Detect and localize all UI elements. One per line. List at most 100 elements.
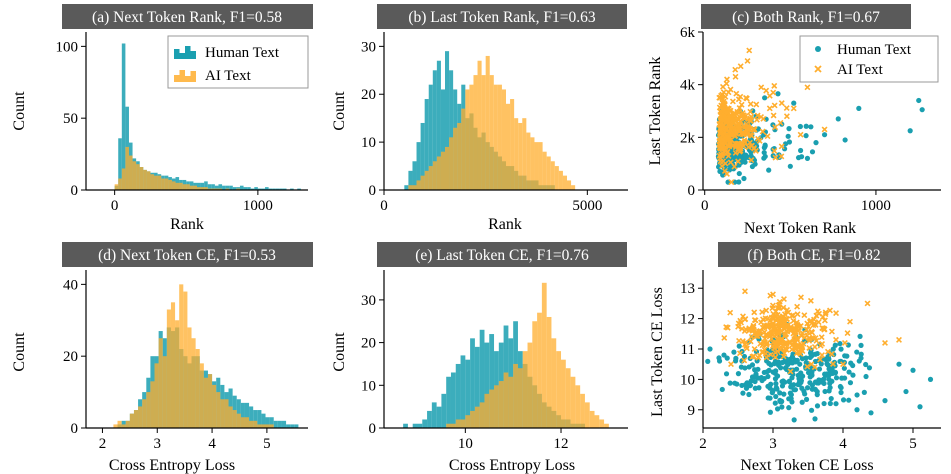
- human-point: [812, 358, 819, 365]
- human-point: [777, 390, 783, 396]
- ai-point: [717, 126, 724, 133]
- ai-point: [771, 147, 778, 154]
- ai-point: [772, 354, 779, 361]
- panel-title: (c) Both Rank, F1=0.67: [732, 9, 880, 26]
- human-point: [799, 399, 805, 405]
- human-point: [917, 404, 923, 410]
- ai-hist-bar: [436, 156, 441, 190]
- human-point: [780, 378, 786, 384]
- ai-hist-bar: [546, 156, 551, 190]
- human-point: [785, 133, 791, 139]
- ai-hist-bar: [513, 363, 518, 428]
- ai-point: [777, 346, 784, 353]
- ai-point: [783, 331, 790, 338]
- ai-point: [819, 313, 826, 320]
- ai-point: [799, 330, 806, 336]
- panel-both-ce: (f) Both CE, F1=0.82 Next Token CE Loss …: [649, 242, 941, 474]
- plot-marks: [403, 282, 609, 428]
- ai-point: [763, 307, 770, 314]
- ai-point: [721, 100, 728, 107]
- ai-hist-bar: [191, 338, 196, 428]
- panel-next-token-rank: (a) Next Token Rank, F1=0.58 Rank Count …: [11, 4, 313, 233]
- plot-marks: [113, 284, 299, 428]
- x-tick-label: 5: [909, 436, 917, 452]
- ai-hist-bar: [424, 170, 429, 190]
- ai-hist-bar: [158, 338, 163, 428]
- ai-point: [727, 159, 734, 166]
- x-tick-label: 3: [769, 436, 777, 452]
- panel-title: (b) Last Token Rank, F1=0.63: [408, 9, 596, 26]
- ai-point: [764, 322, 771, 329]
- human-point: [739, 382, 745, 389]
- ai-hist-bar: [580, 393, 585, 428]
- ai-point: [732, 117, 739, 124]
- ai-point: [896, 336, 902, 343]
- human-point: [786, 396, 792, 402]
- human-hist-bar: [412, 161, 417, 190]
- ai-hist-bar: [501, 89, 506, 190]
- human-hist-bar: [214, 185, 219, 190]
- ai-point: [737, 63, 744, 70]
- human-point: [822, 388, 828, 395]
- human-hist-bar: [286, 424, 291, 428]
- plot-marks: [715, 47, 925, 186]
- ai-hist-bar: [214, 188, 219, 190]
- ai-hist-bar: [408, 185, 413, 190]
- ai-point: [763, 354, 770, 361]
- human-hist-bar: [244, 402, 250, 428]
- human-hist-bar: [422, 419, 428, 428]
- ai-hist-bar: [162, 356, 167, 428]
- human-point: [828, 395, 834, 402]
- human-hist-bar: [257, 188, 262, 190]
- ai-hist-bar: [113, 424, 118, 428]
- human-point: [778, 398, 785, 404]
- human-hist-bar: [294, 424, 299, 428]
- ai-point: [716, 122, 723, 129]
- ai-hist-bar: [136, 164, 140, 190]
- x-tick-label: 5000: [572, 198, 602, 214]
- human-point: [807, 350, 814, 356]
- human-point: [770, 369, 776, 375]
- ai-point: [821, 317, 828, 324]
- ai-hist-bar: [534, 142, 539, 190]
- y-axis-label: Last Token Rank: [647, 57, 664, 166]
- y-tick-label: 12: [680, 312, 695, 328]
- axes: 10 12 0 10 20 30: [361, 270, 628, 452]
- y-tick-label: 10: [361, 135, 376, 151]
- human-point: [727, 380, 733, 386]
- human-point: [802, 391, 808, 397]
- ai-point: [759, 324, 766, 331]
- human-hist-bar: [275, 188, 280, 190]
- human-point: [746, 391, 752, 398]
- human-point: [796, 381, 802, 388]
- ai-point: [751, 309, 758, 316]
- ai-point: [777, 119, 784, 126]
- x-axis-label: Rank: [488, 216, 522, 233]
- ai-hist-bar: [485, 55, 490, 190]
- ai-point: [732, 149, 739, 156]
- ai-hist-bar: [125, 420, 130, 428]
- human-point: [773, 393, 779, 400]
- ai-point: [768, 335, 775, 342]
- ai-point: [748, 333, 755, 340]
- ai-point: [774, 336, 781, 343]
- ai-point: [815, 319, 822, 326]
- ai-hist-bar: [121, 168, 126, 190]
- human-hist-bar: [229, 185, 233, 190]
- ai-hist-bar: [114, 184, 119, 190]
- human-point: [769, 390, 775, 396]
- ai-hist-bar: [189, 185, 194, 190]
- ai-point: [757, 328, 764, 334]
- ai-hist-bar: [249, 420, 254, 428]
- ai-point: [753, 116, 760, 123]
- human-point: [826, 376, 832, 382]
- ai-point: [747, 101, 754, 107]
- human-hist-bar: [436, 60, 441, 191]
- ai-point: [728, 361, 734, 368]
- human-point: [838, 389, 844, 396]
- ai-point: [735, 320, 742, 327]
- ai-point: [821, 126, 828, 133]
- ai-point: [758, 113, 765, 120]
- human-point: [786, 405, 792, 411]
